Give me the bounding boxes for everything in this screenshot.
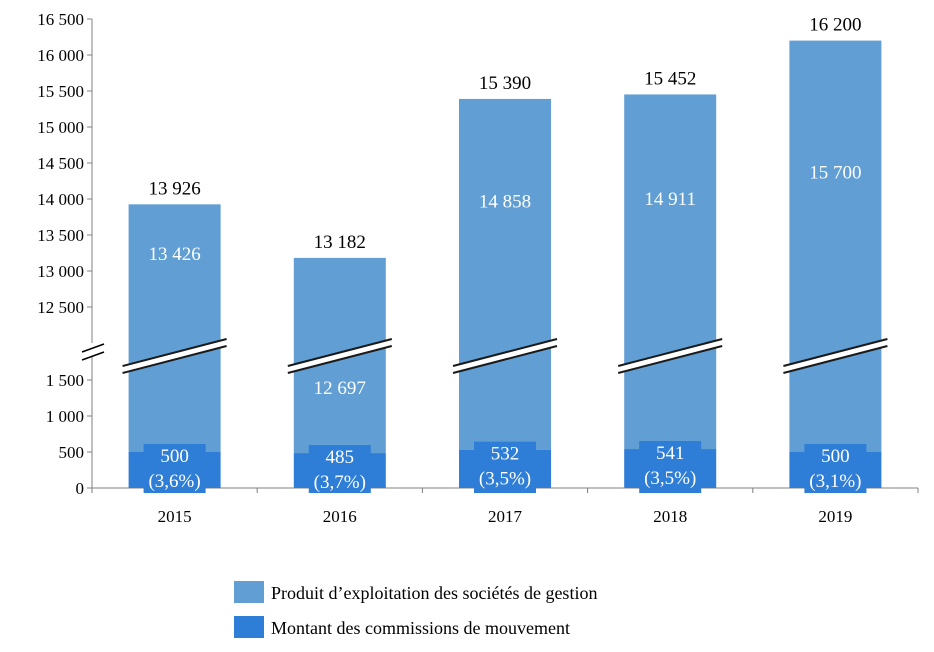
legend-label-commissions: Montant des commissions de mouvement bbox=[271, 618, 570, 638]
y-tick-label: 500 bbox=[59, 443, 85, 462]
x-tick-label: 2017 bbox=[488, 507, 523, 526]
commission-label-box bbox=[308, 445, 371, 493]
commission-value-label: 541 bbox=[656, 443, 685, 464]
bar-break-line bbox=[617, 345, 723, 374]
commission-value-label: 532 bbox=[491, 444, 520, 465]
commission-label-box bbox=[804, 444, 867, 493]
produit-value-label: 14 858 bbox=[479, 191, 531, 212]
x-tick-label: 2018 bbox=[653, 507, 687, 526]
commission-value-label: 485 bbox=[326, 447, 355, 468]
y-axis-break-mark bbox=[81, 351, 105, 361]
bar-break-line bbox=[452, 338, 558, 367]
bar-break-gap bbox=[618, 339, 723, 373]
bar-produit-exploitation bbox=[789, 40, 882, 452]
bar-produit-exploitation bbox=[624, 94, 717, 450]
bars bbox=[128, 40, 882, 493]
x-tick-label: 2015 bbox=[158, 507, 192, 526]
legend: Produit d’exploitation des sociétés de g… bbox=[234, 581, 597, 638]
data-labels: 13 926 13 426 500 (3,6%) 13 182 12 697 485 (3,7… bbox=[148, 15, 861, 493]
bar-break-gap bbox=[453, 339, 557, 373]
produit-value-label: 14 911 bbox=[644, 189, 696, 210]
bar-break-line bbox=[122, 345, 227, 374]
bar-break-line bbox=[783, 338, 888, 367]
total-label: 15 452 bbox=[644, 68, 696, 89]
bar-break-line bbox=[452, 345, 558, 374]
y-tick-label: 1 500 bbox=[46, 371, 84, 390]
total-label: 16 200 bbox=[809, 15, 861, 36]
y-tick-label: 15 000 bbox=[37, 118, 84, 137]
bar-break-line bbox=[287, 345, 393, 374]
y-tick-label: 13 000 bbox=[37, 262, 84, 281]
y-tick-label: 1 000 bbox=[46, 407, 84, 426]
total-label: 13 926 bbox=[148, 178, 200, 199]
total-label: 13 182 bbox=[314, 232, 366, 253]
commission-share-label: (3,5%) bbox=[479, 469, 531, 490]
legend-swatch-commissions bbox=[234, 616, 264, 638]
bar-produit-exploitation bbox=[459, 98, 551, 450]
commission-share-label: (3,6%) bbox=[148, 471, 200, 492]
produit-value-label: 13 426 bbox=[148, 244, 200, 265]
bar-break-line bbox=[287, 338, 393, 367]
bar-break-gap bbox=[287, 339, 392, 373]
x-tick-label: 2016 bbox=[323, 507, 357, 526]
legend-swatch-produit bbox=[234, 581, 264, 603]
commission-share-label: (3,5%) bbox=[644, 468, 696, 489]
produit-value-label: 15 700 bbox=[809, 162, 861, 183]
y-axis-break-mark bbox=[81, 343, 105, 353]
commission-label-box bbox=[474, 441, 536, 493]
produit-value-label: 12 697 bbox=[314, 378, 366, 399]
axis-breaks bbox=[81, 338, 888, 374]
commission-value-label: 500 bbox=[160, 446, 189, 467]
y-tick-label: 12 500 bbox=[37, 298, 84, 317]
y-tick-label: 13 500 bbox=[37, 226, 84, 245]
bar-break-line bbox=[122, 338, 227, 367]
legend-label-produit: Produit d’exploitation des sociétés de g… bbox=[271, 583, 597, 603]
y-tick-label: 14 000 bbox=[37, 190, 84, 209]
bar-break-line bbox=[617, 338, 723, 367]
commission-value-label: 500 bbox=[821, 446, 850, 467]
bar-break-line bbox=[783, 345, 888, 374]
bar-break-gap bbox=[122, 339, 227, 373]
commission-share-label: (3,7%) bbox=[314, 472, 366, 493]
y-tick-label: 0 bbox=[76, 479, 85, 498]
commission-label-box bbox=[639, 441, 702, 493]
x-tick-label: 2019 bbox=[818, 507, 852, 526]
commission-share-label: (3,1%) bbox=[809, 471, 861, 492]
axes: 12 500 13 000 13 500 14 000 14 500 15 000 15 5… bbox=[37, 10, 919, 526]
y-tick-label: 16 000 bbox=[37, 46, 84, 65]
y-tick-label: 16 500 bbox=[37, 10, 84, 29]
bar-break-gap bbox=[783, 339, 888, 373]
total-label: 15 390 bbox=[479, 73, 531, 94]
y-tick-label: 14 500 bbox=[37, 154, 84, 173]
bar-produit-exploitation bbox=[128, 204, 221, 452]
y-tick-label: 15 500 bbox=[37, 82, 84, 101]
commission-label-box bbox=[143, 444, 206, 493]
